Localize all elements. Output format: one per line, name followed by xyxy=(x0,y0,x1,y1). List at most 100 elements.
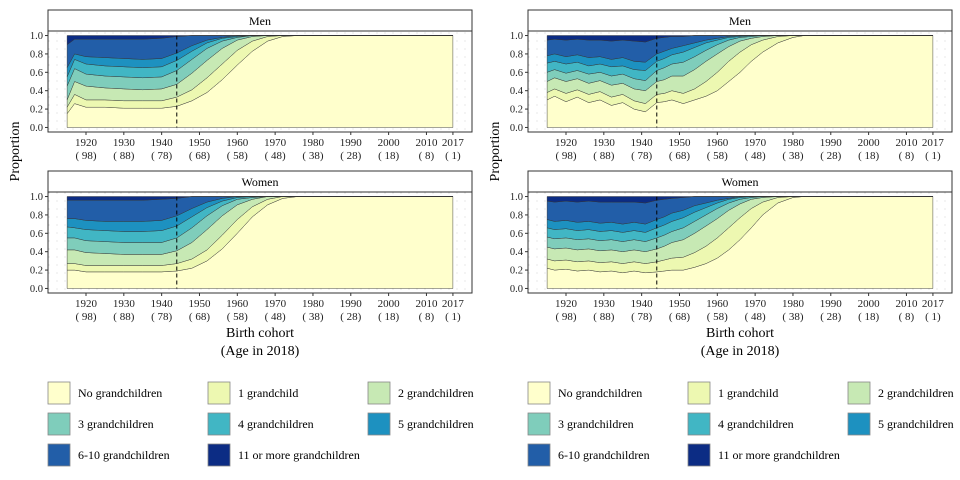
legend-label: No grandchildren xyxy=(78,386,162,400)
y-tick-label: 0.4 xyxy=(30,86,44,97)
x-tick-sublabel: ( 8) xyxy=(419,150,435,162)
panel-border xyxy=(527,30,953,133)
y-tick-label: 0.2 xyxy=(30,105,43,116)
x-tick-label: 1950 xyxy=(188,298,211,310)
x-tick-label: 1940 xyxy=(631,137,654,149)
x-tick-sublabel: ( 98) xyxy=(75,150,96,162)
x-tick-sublabel: ( 1) xyxy=(445,311,461,323)
x-tick-label: 1990 xyxy=(820,298,843,310)
legend-key-11-or-more-grandchildren xyxy=(207,443,231,467)
legend-key-2-grandchildren xyxy=(847,381,871,405)
y-tick-label: 1.0 xyxy=(30,31,43,42)
legend-key-no-grandchildren xyxy=(47,381,71,405)
facet-strip-label: Women xyxy=(241,175,278,189)
x-tick-sublabel: ( 88) xyxy=(593,150,614,162)
y-tick-label: 0.0 xyxy=(510,284,523,295)
x-tick-label: 2000 xyxy=(378,137,401,149)
x-axis-subtitle-left: (Age in 2018) xyxy=(221,344,300,359)
x-tick-sublabel: ( 38) xyxy=(302,311,323,323)
x-tick-label: 1920 xyxy=(75,298,98,310)
legends: No grandchildren 1 grandchild 2 grandchild… xyxy=(47,381,954,467)
x-tick-sublabel: ( 8) xyxy=(419,311,435,323)
x-tick-label: 2000 xyxy=(858,137,881,149)
panel-border xyxy=(47,30,473,133)
legend-right: No grandchildren 1 grandchild 2 grandchild… xyxy=(527,381,954,467)
x-tick-label: 1970 xyxy=(744,137,767,149)
x-tick-label: 2000 xyxy=(858,298,881,310)
y-tick-label: 0.2 xyxy=(510,266,523,277)
x-tick-sublabel: ( 8) xyxy=(899,311,915,323)
facet-strip-label: Women xyxy=(721,175,758,189)
legend-label: 5 grandchildren xyxy=(398,417,474,431)
x-tick-sublabel: ( 58) xyxy=(227,311,248,323)
x-tick-sublabel: ( 18) xyxy=(378,311,399,323)
x-tick-label: 1990 xyxy=(820,137,843,149)
x-tick-label: 1930 xyxy=(113,137,136,149)
y-tick-label: 1.0 xyxy=(30,192,43,203)
y-tick-label: 1.0 xyxy=(510,192,523,203)
x-tick-sublabel: ( 78) xyxy=(151,150,172,162)
legend-key-5-grandchildren xyxy=(847,412,871,436)
y-tick-label: 0.0 xyxy=(30,123,43,134)
x-tick-sublabel: ( 98) xyxy=(75,311,96,323)
x-tick-sublabel: ( 18) xyxy=(858,311,879,323)
y-tick-label: 0.4 xyxy=(510,86,524,97)
legend-label: 2 grandchildren xyxy=(878,386,954,400)
area-series-11-or-more-grandchildren xyxy=(66,35,454,45)
legend-label: 1 grandchild xyxy=(238,386,298,400)
x-tick-sublabel: ( 78) xyxy=(151,311,172,323)
area-series-11-or-more-grandchildren xyxy=(546,35,934,43)
x-tick-label: 1980 xyxy=(302,298,325,310)
legend-label: 2 grandchildren xyxy=(398,386,474,400)
x-tick-sublabel: ( 48) xyxy=(265,311,286,323)
y-tick-label: 0.8 xyxy=(510,210,523,221)
x-tick-sublabel: ( 18) xyxy=(858,150,879,162)
x-tick-sublabel: ( 68) xyxy=(189,311,210,323)
legend-label: 4 grandchildren xyxy=(718,417,794,431)
x-tick-label: 2017 xyxy=(442,298,465,310)
facet-right-men: Men 0.0 0.2 0.4 0.6 0.8 1.0 1920( 98) 1930( 88) 1… xyxy=(510,9,953,162)
x-tick-label: 2000 xyxy=(378,298,401,310)
x-axis-subtitle-right: (Age in 2018) xyxy=(701,344,780,359)
facet-left-men: Men 0.0 0.2 0.4 0.6 0.8 1.0 1920( 98) 1930( 88) 1… xyxy=(30,9,473,162)
x-tick-label: 1970 xyxy=(744,298,767,310)
y-tick-label: 0.6 xyxy=(510,68,523,79)
x-axis-title-right: Birth cohort xyxy=(706,326,774,341)
x-tick-label: 1930 xyxy=(593,137,616,149)
x-tick-sublabel: ( 78) xyxy=(631,311,652,323)
x-tick-sublabel: ( 28) xyxy=(820,150,841,162)
x-tick-sublabel: ( 78) xyxy=(631,150,652,162)
legend-key-1-grandchild xyxy=(207,381,231,405)
legend-label: 6-10 grandchildren xyxy=(78,448,170,462)
x-tick-label: 1970 xyxy=(264,137,287,149)
x-tick-label: 1970 xyxy=(264,298,287,310)
x-axis-title-left: Birth cohort xyxy=(226,326,294,341)
x-tick-label: 1980 xyxy=(782,298,805,310)
x-tick-sublabel: ( 88) xyxy=(593,311,614,323)
x-tick-sublabel: ( 1) xyxy=(925,311,941,323)
x-tick-sublabel: ( 1) xyxy=(925,150,941,162)
y-tick-label: 0.0 xyxy=(510,123,523,134)
legend-key-3-grandchildren xyxy=(47,412,71,436)
legend-key-11-or-more-grandchildren xyxy=(687,443,711,467)
x-tick-label: 1980 xyxy=(302,137,325,149)
x-tick-sublabel: ( 58) xyxy=(707,311,728,323)
x-tick-sublabel: ( 88) xyxy=(113,150,134,162)
x-tick-label: 1990 xyxy=(340,298,363,310)
legend-key-6-10-grandchildren xyxy=(47,443,71,467)
legend-key-3-grandchildren xyxy=(527,412,551,436)
y-axis-title-right: Proportion xyxy=(488,122,503,182)
panel-border xyxy=(47,191,473,294)
y-axis-title-left: Proportion xyxy=(8,122,23,182)
y-tick-label: 1.0 xyxy=(510,31,523,42)
x-tick-label: 2017 xyxy=(922,137,945,149)
x-tick-label: 1960 xyxy=(706,137,729,149)
y-tick-label: 0.6 xyxy=(30,229,43,240)
x-tick-label: 1930 xyxy=(593,298,616,310)
legend-label: 5 grandchildren xyxy=(878,417,954,431)
legend-key-4-grandchildren xyxy=(687,412,711,436)
x-tick-label: 1950 xyxy=(668,298,691,310)
legend-label: 3 grandchildren xyxy=(558,417,634,431)
